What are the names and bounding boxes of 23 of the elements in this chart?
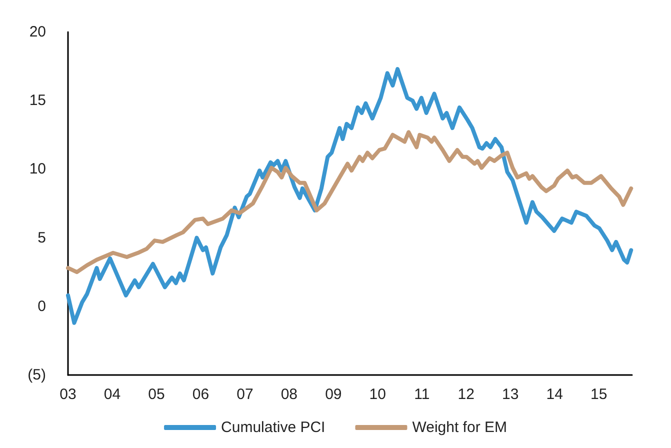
line-series bbox=[66, 67, 634, 325]
x-tick-label: 03 bbox=[60, 386, 76, 403]
x-tick-label: 10 bbox=[369, 386, 386, 403]
y-tick-label: 15 bbox=[29, 92, 46, 110]
y-tick-label: 0 bbox=[38, 298, 46, 315]
x-tick-label: 15 bbox=[590, 386, 608, 403]
x-tick-label: 09 bbox=[325, 386, 342, 403]
x-tick-label: 05 bbox=[148, 386, 165, 403]
x-tick-label: 11 bbox=[414, 386, 430, 403]
x-tick-label: 07 bbox=[236, 386, 254, 403]
y-tick-label: 10 bbox=[29, 160, 46, 178]
x-tick-label: 14 bbox=[546, 386, 563, 403]
x-tick-label: 06 bbox=[192, 386, 210, 403]
y-tick-label: (5) bbox=[28, 366, 46, 384]
x-tick-label: 12 bbox=[458, 386, 474, 403]
x-tick-label: 08 bbox=[280, 386, 298, 403]
legend-label: Weight for EM bbox=[412, 419, 507, 436]
y-tick-label: 20 bbox=[29, 24, 46, 40]
legend-label: Cumulative PCI bbox=[221, 419, 326, 436]
line-series bbox=[66, 130, 634, 274]
x-tick-label: 13 bbox=[502, 386, 519, 403]
y-tick-label: 5 bbox=[38, 229, 46, 246]
x-tick-label: 04 bbox=[104, 386, 121, 403]
